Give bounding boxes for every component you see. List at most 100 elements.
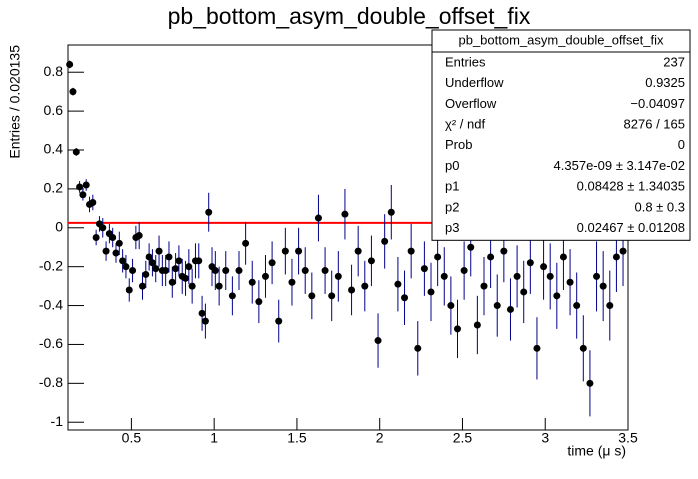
stats-value: 0.08428 ± 1.34035 [577,179,685,194]
data-point [228,292,236,300]
data-point [381,237,389,245]
data-point [242,239,250,247]
data-point [394,280,402,288]
data-point [348,286,356,294]
data-point [115,239,123,247]
stats-value: 0.02467 ± 0.01208 [577,220,685,235]
data-point [414,344,422,352]
stats-value: 4.357e-09 ± 3.147e-02 [554,158,685,173]
data-point [427,288,435,296]
data-point [487,253,495,261]
data-point [599,282,607,290]
data-point [102,247,110,255]
x-tick-label: 3 [541,430,549,446]
data-point [275,317,283,325]
stats-label: p1 [445,179,459,194]
data-point [195,257,203,265]
y-tick-label: 0.2 [44,180,64,196]
data-point [473,321,481,329]
data-point [66,60,74,68]
data-point [460,267,468,275]
stats-label: χ² / ndf [445,117,485,132]
y-tick-label: 0.4 [44,141,64,157]
data-point [201,317,209,325]
data-point [76,183,84,191]
data-point [401,294,409,302]
data-point [540,263,548,271]
stats-label: p0 [445,158,459,173]
x-tick-label: 2 [376,430,384,446]
data-point [407,247,415,255]
y-tick-label: 0.8 [44,63,64,79]
stats-label: Entries [445,54,486,69]
data-point [513,272,521,280]
data-point [420,265,428,273]
data-point [172,265,180,273]
data-point [222,267,230,275]
data-point [69,88,77,96]
data-point [211,267,219,275]
data-point [135,232,143,240]
data-point [99,224,107,232]
data-point [89,199,97,206]
data-point [165,253,173,261]
data-point [480,282,488,290]
data-point [155,247,163,255]
stats-label: p2 [445,199,459,214]
data-point [175,257,183,265]
data-point [152,265,160,273]
data-point [454,325,462,333]
stats-label: Underflow [445,75,504,90]
data-point [308,292,316,300]
data-point [467,243,475,251]
data-point [612,253,620,261]
data-point [129,267,137,275]
x-axis-label: time (μ s) [567,443,626,459]
data-point [148,259,156,267]
data-point [295,247,303,255]
data-point [314,214,322,222]
data-point [109,234,117,241]
data-point [586,379,594,387]
data-point [334,272,342,280]
data-point [142,270,150,278]
data-point [235,267,243,275]
y-tick-label: -0.2 [39,257,63,273]
data-point [566,278,574,286]
y-tick-label: 0 [55,218,63,234]
data-point [205,208,213,216]
data-point [606,302,614,310]
data-point [493,302,501,310]
stats-label: p3 [445,220,459,235]
stats-value: 0.8 ± 0.3 [634,199,685,214]
y-tick-label: -0.6 [39,335,63,351]
x-tick-label: 0.5 [122,430,142,446]
data-point [119,257,127,265]
data-point [168,278,176,286]
x-tick-label: 2.5 [453,430,473,446]
stats-value: 0.9325 [645,75,685,90]
stats-label: Prob [445,137,472,152]
data-point [288,278,296,286]
y-tick-label: -0.4 [39,296,63,312]
data-point [440,272,448,280]
data-point [579,344,587,352]
data-point [553,292,561,300]
stats-value: 237 [663,54,685,69]
data-point [533,344,541,352]
y-tick-label: -0.8 [39,374,63,390]
data-point [281,247,289,255]
data-point [188,282,196,290]
data-point [122,263,130,271]
data-point [138,282,146,290]
data-point [92,234,100,241]
data-point [79,191,87,199]
data-point [374,337,382,345]
data-point [82,181,90,189]
data-point [434,253,442,261]
data-point [526,259,534,267]
data-point [619,247,627,255]
data-point [367,257,375,265]
data-point [328,292,336,300]
